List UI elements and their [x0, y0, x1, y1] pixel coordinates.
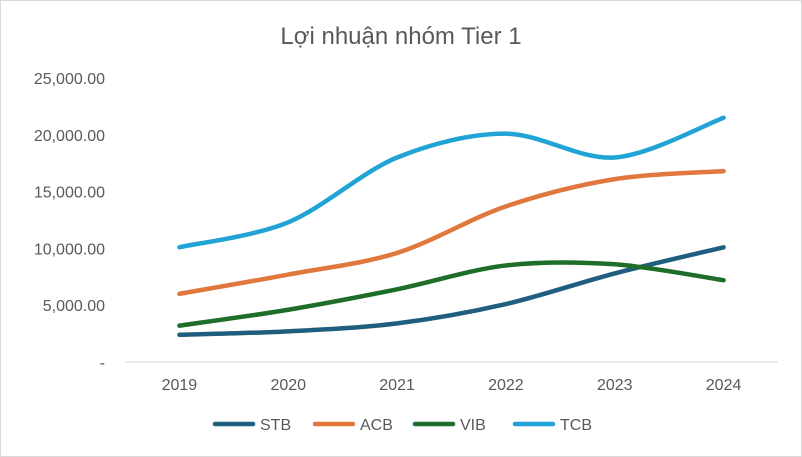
x-tick-label: 2019 [162, 377, 198, 394]
series-lines [177, 115, 726, 337]
y-axis-ticks: - 5,000.00 10,000.00 15,000.00 20,000.00 25,0… [34, 71, 105, 372]
x-tick-label: 2023 [597, 377, 633, 394]
y-tick-label: 25,000.00 [34, 71, 105, 88]
chart-title: Lợi nhuận nhóm Tier 1 [280, 23, 521, 50]
legend-label-vib: VIB [460, 417, 486, 434]
y-tick-label: 20,000.00 [34, 128, 105, 145]
legend-label-tcb: TCB [560, 417, 592, 434]
legend: STB ACB VIB TCB [212, 417, 592, 434]
x-tick-label: 2022 [488, 377, 524, 394]
y-tick-label: - [100, 355, 105, 372]
x-tick-label: 2020 [270, 377, 306, 394]
y-tick-label: 15,000.00 [34, 185, 105, 202]
series-line-vib [177, 260, 726, 328]
legend-label-acb: ACB [360, 417, 393, 434]
series-line-tcb [177, 115, 726, 250]
x-tick-label: 2021 [379, 377, 415, 394]
y-tick-label: 10,000.00 [34, 241, 105, 258]
x-tick-label: 2024 [706, 377, 742, 394]
x-axis-ticks: 2019 2020 2021 2022 2023 2024 [162, 377, 742, 394]
series-line-stb [177, 245, 726, 337]
y-tick-label: 5,000.00 [43, 298, 105, 315]
legend-label-stb: STB [260, 417, 291, 434]
series-line-acb [177, 168, 726, 297]
